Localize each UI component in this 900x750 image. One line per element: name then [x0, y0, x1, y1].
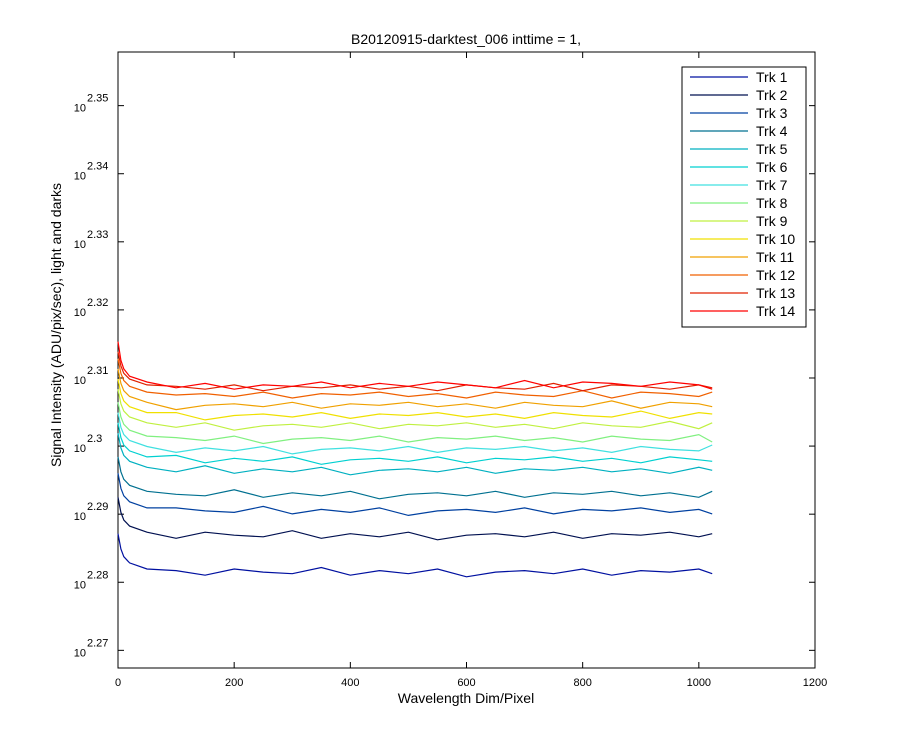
- x-tick-label: 1200: [803, 677, 827, 689]
- series-line: [117, 378, 713, 421]
- y-tick-label: 10: [74, 443, 86, 455]
- series-line: [117, 456, 713, 500]
- x-tick-label: 600: [457, 677, 475, 689]
- legend-label: Trk 14: [756, 303, 795, 319]
- legend-label: Trk 3: [756, 105, 788, 121]
- x-tick-label: 1000: [687, 677, 711, 689]
- series-line: [117, 422, 713, 465]
- y-tick-exponent: 2.35: [87, 93, 108, 105]
- y-tick-exponent: 2.29: [87, 501, 108, 513]
- series-line: [117, 351, 713, 392]
- legend-label: Trk 4: [756, 123, 788, 139]
- series-line: [117, 412, 713, 455]
- legend-label: Trk 2: [756, 87, 788, 103]
- y-tick-label: 10: [74, 171, 86, 183]
- y-tick-label: 10: [74, 239, 86, 251]
- chart-title: B20120915-darktest_006 inttime = 1,: [351, 31, 581, 47]
- y-tick-exponent: 2.32: [87, 297, 108, 309]
- legend-label: Trk 11: [756, 249, 794, 265]
- series-line: [117, 433, 713, 476]
- x-tick-label: 800: [573, 677, 591, 689]
- y-tick-exponent: 2.28: [87, 569, 108, 581]
- y-tick-label: 10: [74, 375, 86, 387]
- y-tick-exponent: 2.31: [87, 365, 108, 377]
- legend-label: Trk 7: [756, 177, 788, 193]
- legend-label: Trk 6: [756, 159, 788, 175]
- series-line: [117, 368, 713, 411]
- y-tick-label: 10: [74, 511, 86, 523]
- y-tick-exponent: 2.27: [87, 637, 108, 649]
- legend-label: Trk 5: [756, 141, 788, 157]
- x-axis-label: Wavelength Dim/Pixel: [398, 690, 534, 706]
- legend-box: [681, 66, 807, 328]
- y-tick-exponent: 2.34: [87, 161, 108, 173]
- y-tick-label: 10: [74, 647, 86, 659]
- legend-label: Trk 13: [756, 285, 795, 301]
- legend-label: Trk 10: [756, 231, 795, 247]
- legend-label: Trk 1: [756, 69, 788, 85]
- y-axis-label: Signal Intensity (ADU/pix/sec), light an…: [48, 183, 64, 467]
- y-tick-label: 10: [74, 579, 86, 591]
- legend-label: Trk 12: [756, 267, 795, 283]
- series-line: [117, 358, 713, 399]
- series-line: [117, 402, 713, 445]
- x-tick-label: 0: [115, 677, 121, 689]
- series-line: [117, 533, 713, 578]
- y-tick-exponent: 2.3: [87, 433, 102, 445]
- series-line: [117, 341, 713, 390]
- legend-label: Trk 8: [756, 195, 788, 211]
- x-tick-label: 400: [341, 677, 359, 689]
- y-tick-exponent: 2.33: [87, 229, 108, 241]
- x-tick-label: 200: [225, 677, 243, 689]
- series-line: [117, 497, 713, 541]
- legend-label: Trk 9: [756, 213, 788, 229]
- y-tick-label: 10: [74, 103, 86, 115]
- series-line: [117, 473, 713, 517]
- y-tick-label: 10: [74, 307, 86, 319]
- series-line: [117, 389, 713, 431]
